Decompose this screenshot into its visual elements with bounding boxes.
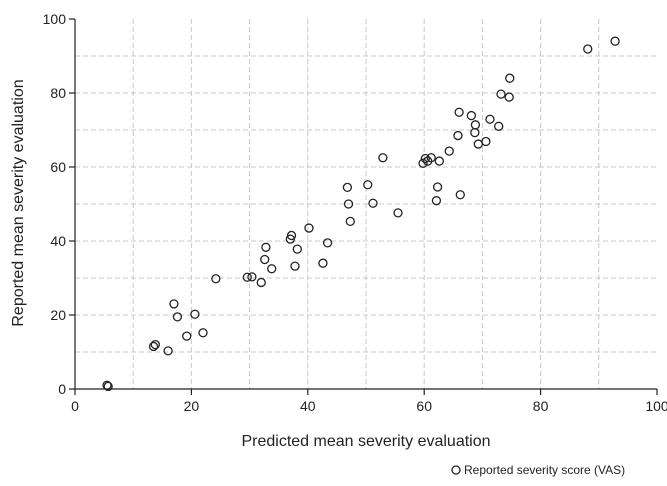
data-point [198,328,208,338]
data-point [292,244,302,254]
legend-label: Reported severity score (VAS) [464,463,625,477]
data-point [343,199,354,209]
x-tick-label: 100 [645,398,667,414]
data-point [418,158,428,168]
y-tick-label: 40 [50,233,66,249]
data-point [455,190,465,200]
data-point [454,107,464,117]
data-point [318,258,328,268]
legend: Reported severity score (VAS) [451,463,625,477]
y-tick-label: 60 [50,159,66,175]
data-point [368,198,378,208]
data-point [290,261,300,271]
data-point [103,381,113,392]
x-tick-label: 40 [300,398,316,414]
data-point [169,299,179,309]
grid-layer [75,19,657,389]
data-point [505,73,515,83]
data-point [261,242,271,252]
data-point [190,309,200,319]
x-tick-label: 20 [184,398,200,414]
x-tick-label: 60 [416,398,432,414]
data-point [285,234,295,244]
data-point [148,341,159,352]
data-point [260,254,270,265]
data-point [485,114,495,124]
data-point [426,153,436,163]
data-point [342,182,353,193]
data-point [182,331,192,341]
data-point [393,208,403,218]
data-point [102,380,112,390]
data-point [211,274,221,284]
data-point [470,120,481,130]
data-point [494,121,504,131]
x-tick-label: 0 [71,398,79,414]
data-point [267,264,277,274]
x-tick-label: 80 [533,398,549,414]
data-point [378,153,388,163]
data-point [304,223,314,233]
data-point [172,312,183,322]
data-point [345,216,355,227]
y-tick-label: 0 [58,381,66,397]
data-point [150,339,160,350]
data-point [444,146,454,156]
data-point [432,182,443,192]
data-point [583,44,593,54]
data-point [504,92,514,102]
data-point [466,110,476,121]
data-point [163,346,173,356]
data-point [247,272,257,282]
data-point [610,36,620,46]
y-tick-label: 80 [50,85,66,101]
data-point [473,139,483,149]
data-point [496,89,506,99]
data-points [102,36,620,392]
data-point [481,136,491,147]
data-point [431,196,442,206]
y-tick-label: 100 [43,11,67,27]
data-point [470,127,480,138]
y-tick-label: 20 [50,307,66,323]
data-point [322,238,333,248]
legend-marker [451,465,461,475]
axes: 0 20 40 60 80 100 0 20 40 60 80 100 [43,11,667,414]
data-point [242,272,252,282]
data-point [363,180,373,190]
data-point [286,230,297,241]
data-point [256,277,266,288]
data-point [434,156,444,166]
data-point [453,130,463,141]
data-point [420,153,431,164]
y-axis-title: Reported mean severity evaluation [10,79,27,326]
x-axis-title: Predicted mean severity evaluation [241,433,490,450]
